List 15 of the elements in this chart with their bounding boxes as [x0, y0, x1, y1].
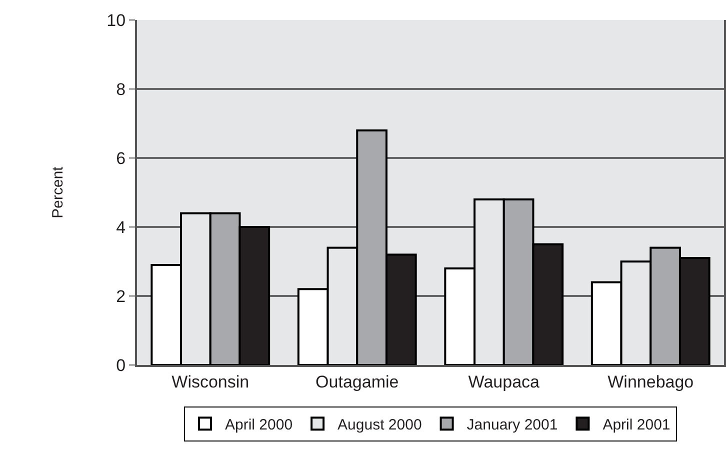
x-tick-label: Outagamie: [316, 372, 399, 392]
y-tick-label: 8: [116, 80, 126, 99]
legend-label: April 2000: [225, 416, 293, 434]
y-tick-label: 4: [116, 218, 126, 237]
y-tick-label: 0: [116, 356, 126, 375]
legend-label: April 2001: [602, 416, 670, 434]
y-tick-label: 2: [116, 286, 126, 306]
legend-label: January 2001: [466, 416, 558, 434]
y-tick-label: 6: [116, 148, 126, 168]
x-tick-label: Wisconsin: [172, 372, 250, 392]
x-tick-label: Winnebago: [608, 372, 694, 392]
y-tick-label: 10: [106, 10, 126, 30]
legend-label: August 2000: [338, 416, 422, 434]
y-axis-title: Percent: [49, 166, 66, 218]
x-tick-label: Waupaca: [468, 372, 540, 392]
